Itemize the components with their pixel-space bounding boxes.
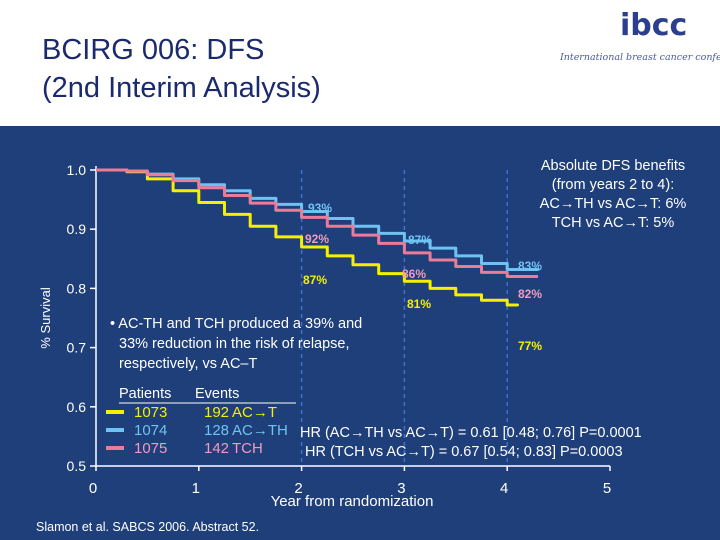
benefits-note-line-1: Absolute DFS benefits (541, 158, 685, 174)
survival-curve-ac-t (96, 168, 519, 307)
legend-patients: 1074 (134, 422, 167, 439)
benefits-note-line-3: AC→TH vs AC→T: 6% (540, 196, 687, 212)
legend-events: 142 (204, 440, 229, 457)
x-tick-label: 3 (397, 480, 405, 497)
title-band (0, 0, 720, 126)
point-annotation: 83% (518, 259, 542, 273)
y-tick-label: 0.8 (67, 280, 87, 296)
point-annotation: 87% (408, 233, 432, 247)
x-tick-label: 2 (294, 480, 302, 497)
y-tick-label: 0.9 (67, 221, 87, 237)
point-annotation: 93% (308, 201, 332, 215)
hr-note-line-1: HR (AC→TH vs AC→T) = 0.61 [0.48; 0.76] P… (300, 425, 642, 441)
x-tick-label: 1 (192, 480, 200, 497)
hr-note-line-2: HR (TCH vs AC→T) = 0.67 [0.54; 0.83] P=0… (305, 444, 623, 460)
source-citation: Slamon et al. SABCS 2006. Abstract 52. (36, 520, 259, 534)
legend-events: 128 (204, 422, 229, 439)
point-annotation: 82% (518, 287, 542, 301)
point-annotation: 77% (518, 339, 542, 353)
x-axis-label: Year from randomization (271, 493, 434, 510)
x-tick-label: 5 (603, 480, 611, 497)
y-tick-label: 0.7 (67, 340, 87, 356)
point-annotation: 81% (407, 297, 431, 311)
y-tick-label: 0.5 (67, 458, 87, 474)
legend-arm: AC→T (232, 404, 277, 421)
bullet-note-line-2: 33% reduction in the risk of relapse, (119, 336, 350, 352)
slide-title-line2: (2nd Interim Analysis) (42, 72, 321, 104)
y-tick-label: 1.0 (67, 162, 87, 178)
benefits-note-line-4: TCH vs AC→T: 5% (552, 215, 675, 231)
survival-curve-ac-th (96, 168, 540, 271)
point-annotation: 87% (303, 273, 327, 287)
legend-events: 192 (204, 404, 229, 421)
legend-arm: AC→TH (232, 422, 288, 439)
legend-header-patients: Patients (119, 386, 171, 402)
x-tick-label: 4 (500, 480, 508, 497)
point-annotation: 92% (305, 232, 329, 246)
legend-patients: 1073 (134, 404, 167, 421)
benefits-note-line-2: (from years 2 to 4): (552, 177, 674, 193)
legend-arm: TCH (232, 440, 263, 457)
bullet-note-line-3: respectively, vs AC–T (119, 356, 257, 372)
logo-mark: ibcc (620, 8, 688, 43)
y-axis-label: % Survival (38, 287, 53, 349)
x-tick-label: 0 (89, 480, 97, 497)
bullet-note-line-1: • AC-TH and TCH produced a 39% and (110, 316, 362, 332)
survival-curve-tch (96, 168, 539, 279)
legend-header-events: Events (195, 386, 239, 402)
logo-tagline: International breast cancer conference (560, 52, 720, 63)
y-tick-label: 0.6 (67, 399, 87, 415)
slide-title-line1: BCIRG 006: DFS (42, 34, 265, 66)
legend-patients: 1075 (134, 440, 167, 457)
point-annotation: 86% (402, 267, 426, 281)
ibcc-logo: ibcc International breast cancer confere… (560, 8, 720, 78)
